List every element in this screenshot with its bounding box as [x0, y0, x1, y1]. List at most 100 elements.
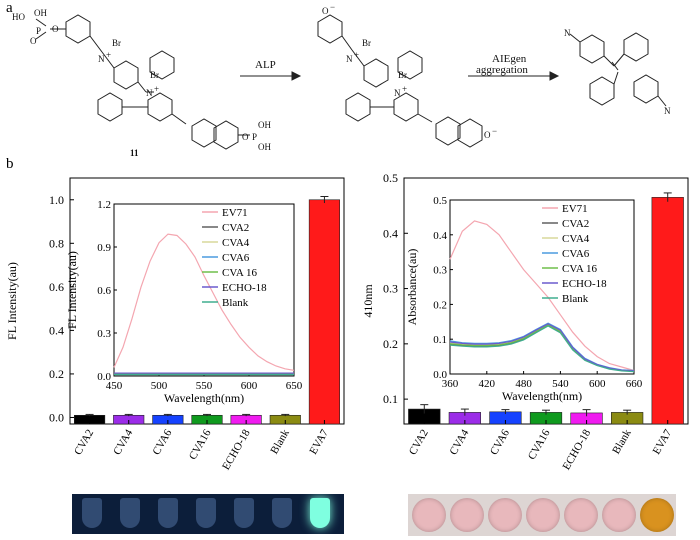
absorbance-well [526, 498, 560, 532]
inset-series-line [449, 323, 635, 372]
inset-y-tick-label: 0.5 [433, 195, 447, 207]
scheme-p-label-2: P [252, 132, 257, 142]
x-category-label: CVA16 [526, 427, 553, 462]
fluorescence-tube [234, 498, 254, 528]
legend-label: CVA2 [562, 218, 589, 230]
scheme-o-label-2: O [52, 24, 59, 34]
y-tick-label: 0.2 [49, 367, 64, 381]
inset-y-tick-label: 0.0 [97, 371, 111, 383]
x-category-label: CVA6 [150, 427, 174, 457]
y-tick-label: 0.4 [49, 323, 64, 337]
x-category-label: CVA2 [407, 428, 431, 458]
scheme-oh-label-3: OH [258, 142, 271, 152]
molecule-aiegen-product [569, 32, 667, 107]
scheme-oh-label-2: OH [258, 120, 271, 130]
fluorescence-tube [158, 498, 178, 528]
inset-x-tick-label: 660 [626, 378, 643, 390]
x-category-label: Blank [268, 427, 292, 456]
scheme-minus-2: − [492, 126, 497, 136]
legend-label: CVA4 [562, 233, 590, 245]
scheme-oh-label-1: OH [34, 8, 47, 18]
x-category-label: CVA16 [187, 427, 214, 462]
inset-frame [113, 203, 295, 377]
inset-y-tick-label: 0.3 [97, 328, 111, 340]
absorbance-well [640, 498, 674, 532]
scheme-o-label-4: O [322, 6, 329, 16]
compound-number: 11 [130, 148, 139, 158]
x-category-label: CVA6 [488, 427, 512, 457]
absorbance-chart: 0.1 0.2 0.3 0.4 0.5 410nm CVA2 CVA4 CVA6 CVA16 ECH… [361, 171, 689, 472]
molecule-phenolate-intermediate [317, 14, 483, 148]
scheme-p-label-1: P [36, 26, 41, 36]
inset-x-tick-label: 420 [479, 378, 496, 390]
scheme-n-label-6: N [664, 106, 671, 116]
inset-series-line [449, 325, 635, 373]
scheme-plus-1: + [106, 50, 111, 60]
legend-label: CVA6 [562, 248, 590, 260]
absorbance-wells-photo [408, 494, 676, 536]
y-tick-label: 0.6 [49, 280, 64, 294]
y-tick-label: 0.0 [49, 410, 64, 424]
molecule-phosphate-probe [35, 14, 250, 150]
absorbance-well [564, 498, 598, 532]
fluorescence-tube [196, 498, 216, 528]
y-tick-label: 0.8 [49, 236, 64, 250]
scheme-br-label-4: Br [398, 70, 407, 80]
inset-y-tick-label: 0.4 [433, 230, 447, 242]
scheme-br-label-3: Br [362, 38, 371, 48]
y-axis-label: 410nm [361, 284, 375, 318]
y-axis-label: FL Intensity(au) [5, 262, 19, 340]
legend-label: CVA 16 [562, 263, 597, 275]
scheme-n-label-1: N [98, 54, 105, 64]
scheme-n-label-3: N [346, 54, 353, 64]
legend-label: EV71 [222, 207, 248, 219]
absorbance-well [412, 498, 446, 532]
scheme-plus-4: + [402, 84, 407, 94]
legend-label: CVA2 [222, 222, 249, 234]
inset-x-tick-label: 550 [196, 380, 213, 392]
y-tick-label: 0.2 [383, 337, 398, 351]
inset-y-axis-label: Absorbance(au) [405, 249, 419, 326]
inset-y-axis-label: FL Intensity(au) [65, 251, 79, 329]
x-category-label: EVA7 [307, 427, 331, 457]
inset-series-line [449, 220, 635, 372]
fluorescence-tube [120, 498, 140, 528]
scheme-plus-3: + [354, 50, 359, 60]
legend-label: CVA4 [222, 237, 250, 249]
legend-label: ECHO-18 [562, 278, 607, 290]
inset-x-tick-label: 540 [552, 378, 569, 390]
scheme-o-label-1: O [30, 36, 37, 46]
inset-x-tick-label: 500 [151, 380, 168, 392]
inset-y-tick-label: 0.9 [97, 242, 111, 254]
absorbance-well [488, 498, 522, 532]
x-category-label: EVA7 [651, 427, 675, 457]
x-category-label: ECHO-18 [560, 427, 593, 472]
bar [651, 197, 684, 425]
inset-x-axis-label: Wavelength(nm) [164, 391, 244, 405]
inset-x-tick-label: 600 [589, 378, 606, 390]
scheme-n-label-2: N [146, 88, 153, 98]
inset-x-axis-label: Wavelength(nm) [502, 389, 582, 403]
inset-y-tick-label: 0.3 [433, 265, 447, 277]
inset-y-tick-label: 1.2 [97, 199, 111, 211]
legend-label: ECHO-18 [222, 282, 267, 294]
inset-y-tick-label: 0.2 [433, 299, 447, 311]
y-tick-label: 0.5 [383, 171, 398, 185]
legend-label: CVA6 [222, 252, 250, 264]
panel-b-label: b [6, 156, 14, 172]
arrow-label-aiegen: AIEgen [492, 53, 527, 65]
fl-intensity-chart: 0.0 0.2 0.4 0.6 0.8 1.0 FL Intensity(au) CVA2 CV… [5, 177, 345, 472]
inset-y-tick-label: 0.0 [433, 369, 447, 381]
y-tick-label: 0.1 [383, 392, 398, 406]
fluorescence-tube [82, 498, 102, 528]
inset-x-tick-label: 600 [241, 380, 258, 392]
panel-a-label: a [6, 0, 13, 16]
arrow-label-aggregation: aggregation [476, 64, 528, 76]
x-category-label: ECHO-18 [220, 427, 253, 472]
inset-x-tick-label: 450 [106, 380, 123, 392]
x-category-label: Blank [610, 427, 634, 456]
inset-frame [449, 199, 635, 375]
inset-x-tick-label: 650 [286, 380, 303, 392]
fluorescence-tube [310, 498, 330, 528]
